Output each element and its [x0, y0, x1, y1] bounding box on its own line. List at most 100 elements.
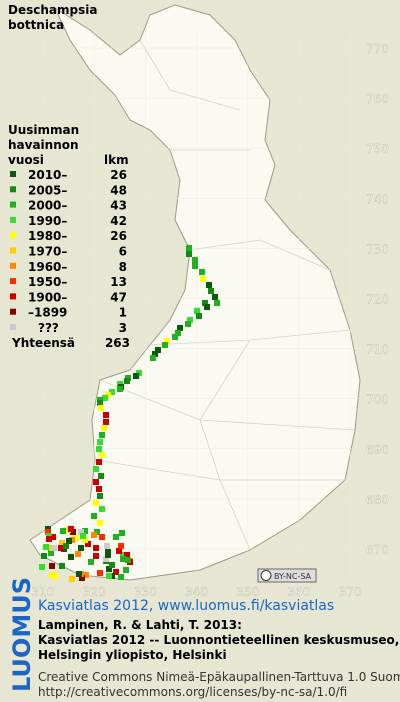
legend-label: 2005– [28, 183, 67, 197]
observation-square [192, 263, 198, 269]
observation-square [68, 554, 74, 560]
x-coordinate-label: 360 [288, 585, 311, 599]
observation-square [118, 574, 124, 580]
legend-label: 1970– [28, 245, 67, 259]
observation-square [199, 269, 205, 275]
observation-square [103, 556, 109, 562]
observation-square [196, 313, 202, 319]
credit-text: Helsingin yliopisto, Helsinki [38, 648, 227, 662]
observation-squares [39, 245, 220, 582]
x-coordinate-label: 320 [83, 585, 106, 599]
luomus-logo: LUOMUS [8, 577, 36, 692]
observation-square [60, 528, 66, 534]
observation-square [103, 419, 109, 425]
observation-square [164, 338, 170, 344]
observation-square [49, 563, 55, 569]
legend-header: vuosi [8, 153, 44, 167]
observation-square [155, 347, 161, 353]
observation-square [175, 330, 181, 336]
legend-count: 47 [110, 290, 127, 304]
observation-square [204, 304, 210, 310]
observation-square [93, 479, 99, 485]
observation-square [45, 529, 51, 535]
observation-square [192, 257, 198, 263]
observation-square [52, 573, 58, 579]
observation-square [194, 308, 200, 314]
observation-square [43, 544, 49, 550]
credit-text: Lampinen, R. & Lahti, T. 2013: [38, 618, 242, 632]
observation-square [120, 556, 126, 562]
legend-swatch [10, 201, 16, 208]
legend-swatch [10, 186, 16, 193]
observation-square [124, 378, 130, 384]
observation-square [117, 386, 123, 392]
observation-square [120, 552, 126, 558]
y-coordinate-label: 720 [366, 293, 389, 307]
x-coordinate-label: 370 [339, 585, 362, 599]
x-coordinate-label: 330 [134, 585, 157, 599]
observation-square [109, 389, 115, 395]
observation-square [93, 553, 99, 559]
y-coordinate-label: 700 [366, 393, 389, 407]
observation-square [187, 317, 193, 323]
observation-square [63, 543, 69, 549]
observation-square [103, 412, 109, 418]
legend-label: 1960– [28, 260, 67, 274]
observation-square [172, 334, 178, 340]
observation-square [78, 545, 84, 551]
observation-square [50, 534, 56, 540]
observation-square [76, 571, 82, 577]
x-coordinate-label: 340 [185, 585, 208, 599]
legend-label: 1980– [28, 229, 67, 243]
license-text: http://creativecommons.org/licenses/by-n… [38, 685, 348, 699]
observation-square [177, 325, 183, 331]
observation-square [124, 552, 130, 558]
observation-square [97, 493, 103, 499]
observation-square [99, 534, 105, 540]
legend-swatch [10, 308, 16, 315]
x-coordinate-label: 350 [236, 585, 259, 599]
observation-square [96, 486, 102, 492]
observation-square [68, 526, 74, 532]
observation-square [83, 572, 89, 578]
legend-count: 13 [110, 275, 127, 289]
observation-square [59, 563, 65, 569]
observation-square [39, 564, 45, 570]
observation-square [99, 432, 105, 438]
observation-square [214, 300, 220, 306]
legend-count: 3 [119, 321, 127, 335]
y-coordinate-label: 670 [366, 543, 389, 557]
observation-square [102, 395, 108, 401]
observation-square [98, 405, 104, 411]
observation-square [208, 288, 214, 294]
total-label: Yhteensä [11, 336, 75, 350]
observation-square [82, 528, 88, 534]
legend-swatch [10, 262, 16, 269]
legend-header: lkm [104, 153, 129, 167]
legend-label: 1950– [28, 275, 67, 289]
legend: 2010– 26 2005– 48 2000– 43 1990– 42 1980– 26 1970–… [10, 168, 127, 335]
observation-square [106, 573, 112, 579]
legend-header: Uusimman [8, 123, 79, 137]
y-coordinate-label: 740 [366, 192, 389, 206]
total-count: 263 [105, 336, 130, 350]
observation-square [97, 520, 103, 526]
legend-label: 1900– [28, 290, 67, 304]
observation-square [109, 562, 115, 568]
legend-count: 8 [119, 260, 127, 274]
observation-square [78, 529, 84, 535]
legend-label: 2010– [28, 168, 67, 182]
observation-square [75, 551, 81, 557]
observation-square [97, 439, 103, 445]
cc-icon [260, 570, 272, 581]
legend-swatch [10, 324, 16, 330]
observation-square [104, 543, 110, 549]
observation-square [97, 570, 103, 576]
legend-swatch [10, 171, 16, 177]
observation-square [99, 452, 105, 458]
license-text: Creative Commons Nimeä-Epäkaupallinen-Ta… [38, 670, 400, 684]
license-badge [257, 568, 317, 583]
y-coordinate-label: 680 [366, 493, 389, 507]
